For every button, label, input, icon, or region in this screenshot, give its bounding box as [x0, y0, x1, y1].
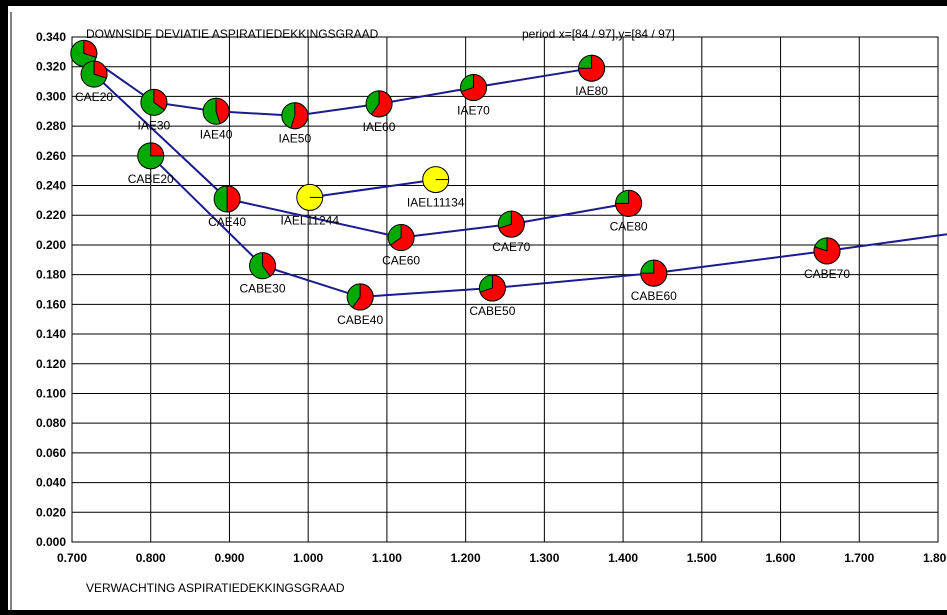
point-label: CAE40 [208, 215, 246, 229]
point-label: IAE50 [278, 132, 311, 146]
x-tick-label: 1.200 [451, 551, 481, 565]
y-tick-label: 0.320 [36, 60, 66, 74]
marker-slice [153, 88, 168, 111]
point-label: CAE60 [382, 254, 420, 268]
y-tick-label: 0.200 [36, 238, 66, 252]
marker-slice [479, 274, 506, 302]
marker-slice [389, 224, 415, 252]
point-label: IAE80 [575, 84, 608, 98]
point-label: CAE70 [492, 240, 530, 254]
pie-marker [249, 252, 277, 280]
y-tick-label: 0.340 [36, 30, 66, 44]
point-label: CAE20 [75, 90, 113, 104]
point-label: CABE50 [469, 304, 515, 318]
marker-slice [83, 39, 98, 58]
x-tick-label: 1.700 [844, 551, 874, 565]
x-tick-label: 1.800 [923, 551, 947, 565]
marker-slice [370, 90, 393, 118]
marker-slice [215, 97, 230, 125]
x-tick-label: 1.300 [529, 551, 559, 565]
point-label: CABE20 [128, 172, 174, 186]
pie-marker [813, 237, 841, 265]
pie-marker [137, 142, 165, 170]
pie-marker [422, 166, 450, 194]
chart-subtitle: period x=[84 / 97],y=[84 / 97] [522, 27, 675, 41]
y-tick-label: 0.060 [36, 446, 66, 460]
marker-slice [813, 237, 841, 265]
x-tick-label: 1.500 [687, 551, 717, 565]
pie-marker [140, 88, 168, 116]
marker-slice [226, 185, 241, 213]
point-label: CABE60 [631, 289, 677, 303]
marker-slice [498, 210, 525, 238]
chart-panel: 0.000 0.020 0.040 0.060 0.080 0.100 0.120 0.140… [8, 6, 947, 610]
series-line-iael [309, 178, 436, 199]
marker-slice [615, 189, 643, 217]
y-tick-label: 0.240 [36, 179, 66, 193]
y-tick-label: 0.080 [36, 416, 66, 430]
pie-marker [202, 97, 230, 125]
point-label: CABE30 [240, 282, 286, 296]
point-label: IAE70 [457, 104, 490, 118]
pie-marker [478, 274, 506, 302]
point-labels: IAE30 IAE40 IAE50 IAE60 IAE70 IAE80 CAE20 CAE40… [75, 84, 850, 327]
axis-ticks: 0.000 0.020 0.040 0.060 0.080 0.100 0.120 0.140… [36, 30, 947, 565]
y-tick-label: 0.120 [36, 357, 66, 371]
marker-slice [460, 73, 488, 101]
x-axis-label: VERWACHTING ASPIRATIEDEKKINGSGRAAD [86, 581, 345, 595]
x-tick-label: 1.600 [766, 551, 796, 565]
point-label: IAE40 [200, 127, 233, 141]
point-label: CAE80 [610, 219, 648, 233]
point-label: IAEL11134 [407, 196, 465, 210]
point-label: IAE60 [363, 120, 396, 134]
x-tick-label: 0.800 [136, 551, 166, 565]
y-tick-label: 0.300 [36, 89, 66, 103]
y-tick-label: 0.280 [36, 119, 66, 133]
point-label: CABE40 [337, 313, 383, 327]
markers [70, 39, 841, 311]
x-tick-label: 1.000 [293, 551, 323, 565]
pie-marker [365, 90, 393, 118]
y-tick-label: 0.000 [36, 535, 66, 549]
y-tick-label: 0.040 [36, 476, 66, 490]
point-label: CABE70 [804, 267, 850, 281]
x-tick-label: 1.100 [372, 551, 402, 565]
chart: 0.000 0.020 0.040 0.060 0.080 0.100 0.120 0.140… [8, 6, 947, 610]
pie-marker [497, 210, 525, 238]
marker-slice [262, 252, 277, 277]
pie-marker [281, 102, 309, 130]
pie-marker [460, 73, 488, 101]
x-tick-label: 0.900 [214, 551, 244, 565]
plot-border [71, 36, 939, 543]
marker-slice [578, 54, 606, 82]
y-tick-label: 0.160 [36, 297, 66, 311]
marker-slice [150, 142, 165, 157]
pie-marker [213, 185, 241, 213]
y-tick-label: 0.020 [36, 505, 66, 519]
pie-marker [387, 224, 415, 252]
y-tick-label: 0.180 [36, 268, 66, 282]
pie-marker [296, 183, 324, 211]
marker-slice [351, 283, 374, 311]
chart-title: DOWNSIDE DEVIATIE ASPIRATIEDEKKINGSGRAAD [86, 27, 379, 41]
y-tick-label: 0.140 [36, 327, 66, 341]
pie-marker [640, 259, 668, 287]
pie-marker [80, 60, 108, 88]
x-tick-label: 0.700 [57, 551, 87, 565]
pie-marker [578, 54, 606, 82]
marker-slice [640, 259, 668, 287]
y-tick-label: 0.220 [36, 208, 66, 222]
y-tick-label: 0.100 [36, 386, 66, 400]
marker-slice [290, 102, 309, 130]
pie-marker [346, 283, 374, 311]
point-label: IAE30 [138, 118, 171, 132]
x-tick-label: 1.400 [608, 551, 638, 565]
pie-marker [615, 189, 643, 217]
marker-slice [93, 60, 108, 79]
point-label: IAEL11244 [281, 213, 340, 227]
grid [71, 36, 939, 543]
y-tick-label: 0.260 [36, 149, 66, 163]
